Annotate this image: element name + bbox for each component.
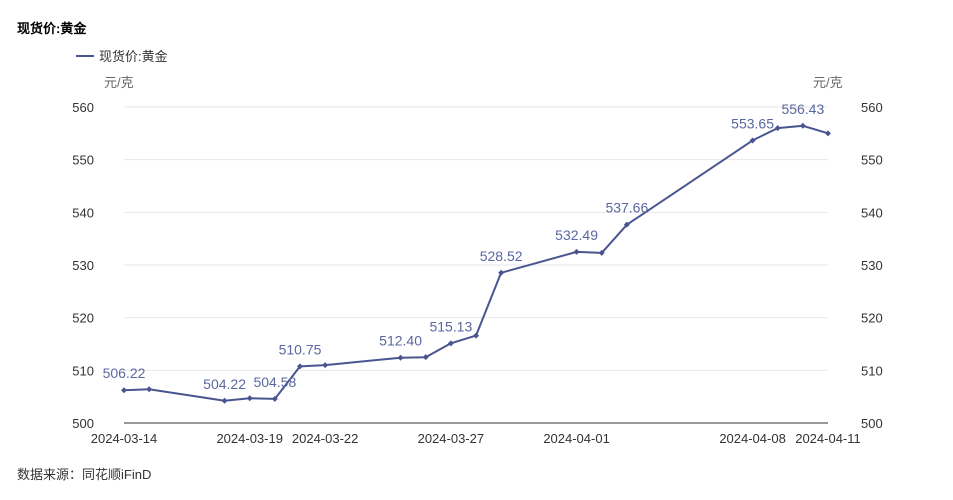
y-axis-unit-right: 元/克 [813, 75, 843, 90]
legend-swatch [76, 54, 94, 57]
legend[interactable]: 现货价:黄金 [76, 46, 168, 65]
data-point [146, 386, 153, 393]
data-point [447, 340, 454, 347]
data-point [498, 269, 505, 276]
data-label: 553.65 [731, 115, 774, 131]
series-line-path [123, 124, 829, 402]
data-point [322, 362, 329, 369]
y-tick-label-left: 510 [72, 363, 94, 378]
y-tick-label-right: 540 [861, 205, 883, 220]
data-label: 528.52 [480, 248, 523, 264]
data-point [799, 122, 806, 129]
data-point [246, 395, 253, 402]
data-label: 537.66 [605, 200, 648, 216]
chart-title: 现货价:黄金 [17, 21, 87, 36]
data-point [422, 354, 429, 361]
x-tick-label: 2024-03-14 [91, 431, 158, 446]
y-tick-label-left: 540 [72, 205, 94, 220]
x-tick-label: 2024-03-19 [216, 431, 283, 446]
data-label: 556.43 [781, 101, 824, 117]
y-tick-label-left: 530 [72, 258, 94, 273]
data-point [749, 137, 756, 144]
data-labels: 506.22 504.22 504.58 510.75 512.40 515.13 528.… [103, 101, 825, 392]
data-point [598, 249, 605, 256]
data-point [297, 363, 303, 370]
y-tick-label-right: 560 [861, 100, 883, 115]
data-label: 506.22 [103, 365, 146, 381]
y-tick-label-left: 560 [72, 100, 94, 115]
y-tick-label-right: 510 [861, 363, 883, 378]
y-tick-label-left: 550 [72, 153, 94, 168]
axes: 500 500 510 510 520 520 530 530 540 540 550 550 560 5… [72, 100, 882, 446]
data-label: 532.49 [555, 227, 598, 243]
data-point [473, 332, 479, 339]
y-tick-label-right: 530 [861, 258, 883, 273]
x-tick-label: 2024-03-27 [418, 431, 485, 446]
x-tick-label: 2024-03-22 [292, 431, 359, 446]
legend-label: 现货价:黄金 [99, 49, 168, 64]
data-label: 504.22 [203, 376, 246, 392]
data-label: 512.40 [379, 333, 422, 349]
data-point [623, 221, 630, 228]
y-axis-unit-left: 元/克 [104, 75, 134, 90]
data-point [121, 387, 127, 394]
data-point [573, 248, 580, 255]
data-point [271, 395, 278, 402]
y-tick-label-right: 550 [861, 153, 883, 168]
x-tick-label: 2024-04-08 [719, 431, 786, 446]
data-label: 515.13 [429, 318, 472, 334]
data-point [397, 354, 404, 361]
y-tick-label-right: 500 [861, 416, 883, 431]
data-point [221, 397, 228, 404]
y-tick-label-right: 520 [861, 311, 883, 326]
x-tick-label: 2024-04-01 [543, 431, 610, 446]
data-point [774, 125, 781, 132]
y-tick-label-left: 520 [72, 311, 94, 326]
data-point [825, 130, 831, 137]
x-tick-label: 2024-04-11 [795, 431, 861, 446]
data-source: 数据来源：同花顺iFinD [17, 467, 152, 482]
grid-lines [124, 106, 828, 371]
data-label: 510.75 [279, 341, 322, 357]
series-line [121, 122, 831, 404]
data-label: 504.58 [253, 374, 296, 390]
y-tick-label-left: 500 [72, 416, 94, 431]
